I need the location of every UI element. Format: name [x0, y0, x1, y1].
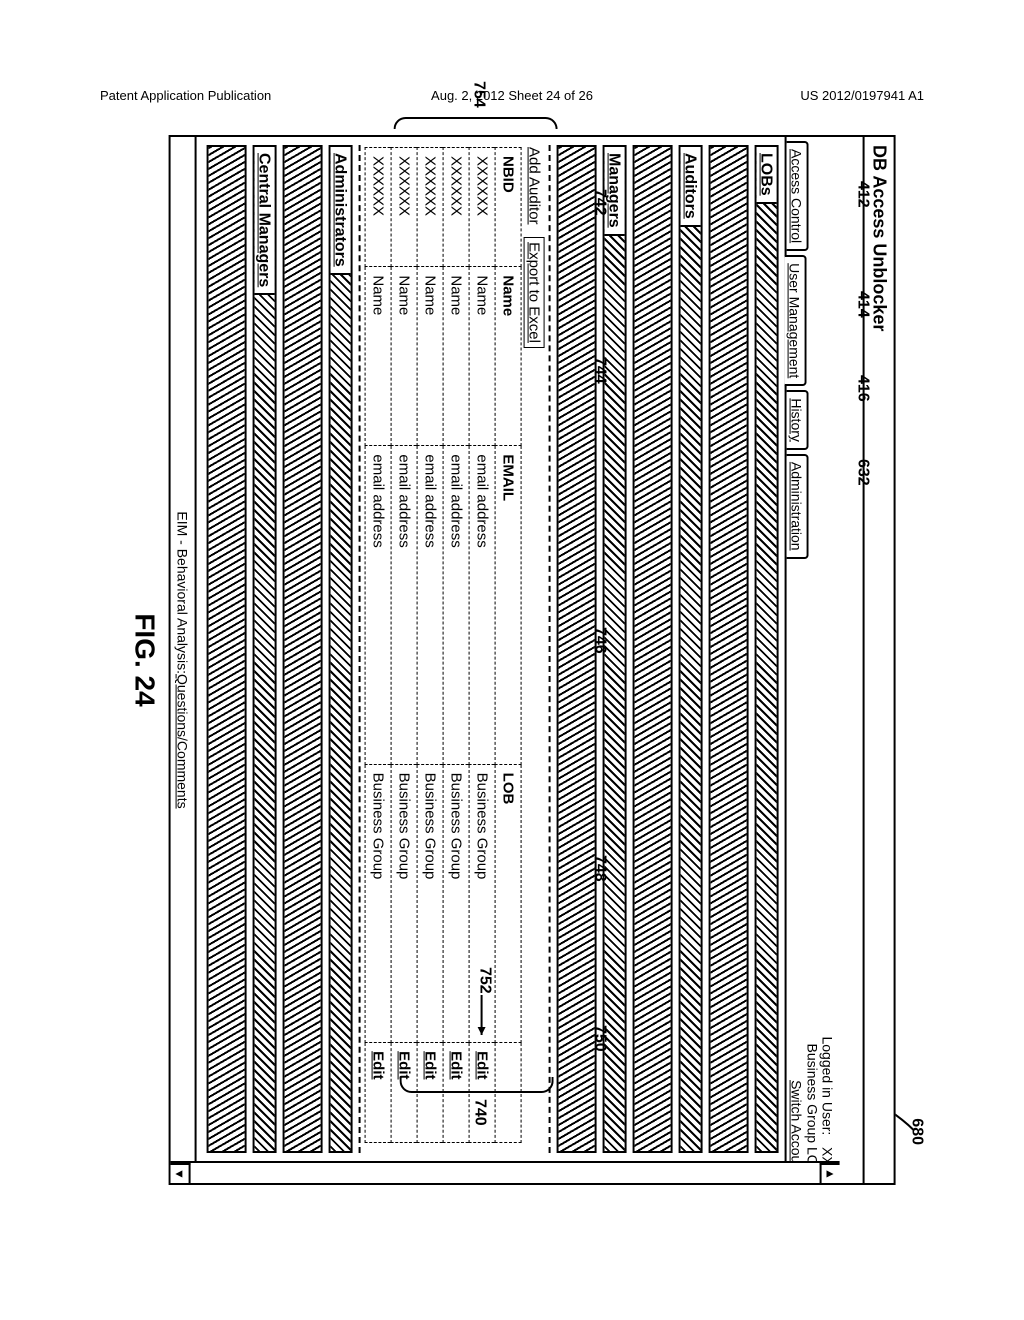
edit-link[interactable]: Edit [421, 1051, 438, 1079]
edit-link[interactable]: Edit [369, 1051, 386, 1079]
footer-link[interactable]: Questions/Comments [174, 674, 190, 809]
tab-history[interactable]: History [786, 390, 808, 450]
edit-link[interactable]: Edit [447, 1051, 464, 1079]
edit-link[interactable]: Edit [473, 1051, 490, 1079]
tab-user-management[interactable]: User Management [784, 255, 806, 386]
action-links: Add Auditor Export to Excel [523, 141, 544, 1157]
brace-740 [400, 1077, 554, 1093]
brace-754 [394, 117, 558, 129]
header-left: Patent Application Publication [100, 88, 271, 103]
table-row: XXXXXX Name email address Business Group… [391, 148, 417, 1143]
callout-752: 752 [476, 967, 494, 994]
callout-680: 680 [908, 1118, 926, 1145]
table-row: XXXXXX Name email address Business Group… [417, 148, 443, 1143]
callout-754: 754 [470, 81, 488, 108]
callout-632: 632 [854, 459, 872, 486]
separator [548, 145, 550, 1153]
placeholder-bar [206, 145, 246, 1153]
callout-746: 746 [591, 627, 609, 654]
content-area: LOBs Auditors Managers 742 744 746 [196, 137, 778, 1183]
scrollbar[interactable]: ▲ ▼ [170, 1161, 839, 1183]
figure: 680 DB Access Unblocker 412 414 416 632 … [128, 135, 895, 1185]
callout-750: 750 [591, 1025, 609, 1052]
placeholder-bar [632, 145, 672, 1153]
scroll-down-icon[interactable]: ▼ [170, 1163, 190, 1183]
col-email: EMAIL [495, 446, 521, 764]
table-row: XXXXXX Name email address Business Group… [365, 148, 391, 1143]
callout-416: 416 [854, 375, 872, 402]
scroll-up-icon[interactable]: ▲ [820, 1163, 840, 1183]
tabs-row: Access Control User Management History A… [784, 137, 838, 1183]
edit-link[interactable]: Edit [395, 1051, 412, 1079]
col-name: Name [495, 267, 521, 446]
callout-744: 744 [591, 357, 609, 384]
tab-administration[interactable]: Administration [786, 454, 808, 559]
callout-414: 414 [854, 291, 872, 318]
col-lob: LOB [495, 764, 521, 1043]
section-administrators[interactable]: Administrators [328, 145, 352, 1153]
callout-412: 412 [854, 181, 872, 208]
header-center: Aug. 2, 2012 Sheet 24 of 26 [431, 88, 593, 103]
auditors-table: NBID Name EMAIL LOB XXXXXX Name email ad… [364, 147, 521, 1143]
export-excel-link[interactable]: Export to Excel [523, 237, 544, 348]
table-row: XXXXXX Name email address Business Group… [443, 148, 469, 1143]
col-nbid: NBID [495, 148, 521, 267]
tab-access-control[interactable]: Access Control [786, 141, 808, 251]
figure-label: FIG. 24 [128, 135, 160, 1185]
switch-account-link[interactable]: Switch Account [788, 1036, 803, 1175]
separator [358, 145, 360, 1153]
section-auditors[interactable]: Auditors [678, 145, 702, 1153]
table-header-row: NBID Name EMAIL LOB [495, 148, 521, 1143]
header-right: US 2012/0197941 A1 [800, 88, 924, 103]
section-central-managers[interactable]: Central Managers [252, 145, 276, 1153]
callout-740: 740 [471, 1099, 489, 1126]
app-window: DB Access Unblocker 412 414 416 632 Acce… [168, 135, 895, 1185]
placeholder-bar [282, 145, 322, 1153]
add-auditor-link[interactable]: Add Auditor [525, 147, 542, 225]
callout-742: 742 [591, 189, 609, 216]
footer: EIM - Behavioral Analysis: Questions/Com… [170, 137, 196, 1183]
placeholder-bar [708, 145, 748, 1153]
callout-748: 748 [591, 855, 609, 882]
user-info: Logged in User: XXX Business Group LOB S… [786, 1032, 836, 1179]
section-lobs[interactable]: LOBs [754, 145, 778, 1153]
